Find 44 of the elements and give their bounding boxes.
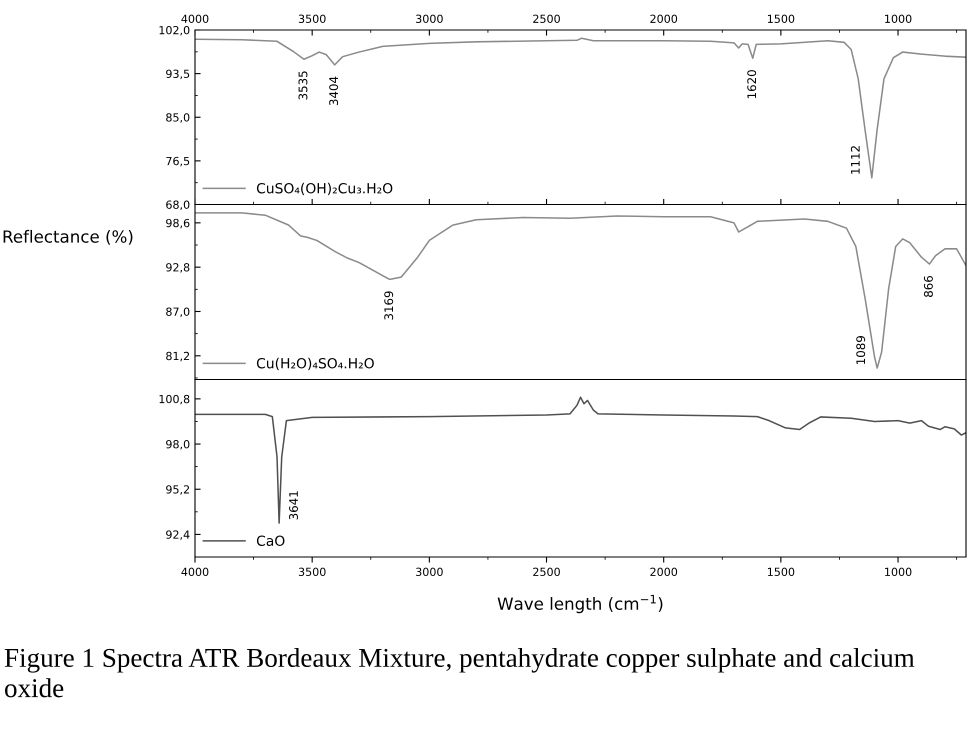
legend-label: CuSO₄(OH)₂Cu₃.H₂O (256, 182, 392, 196)
annotation: 3169 (384, 291, 394, 320)
y-tick-label: 81,2 (166, 352, 190, 362)
y-tick-label: 100,8 (160, 394, 190, 404)
annotation: 1620 (747, 70, 756, 98)
annotation: 3535 (298, 71, 308, 100)
x-tick-label: 4000 (181, 14, 208, 23)
annotation: 3641 (289, 491, 298, 520)
y-tick-label: 98,0 (166, 440, 190, 450)
x-tick-label: 1000 (885, 14, 912, 23)
y-tick-label: 98,6 (166, 218, 190, 228)
x-tick-label: 2500 (533, 14, 560, 23)
legend-label: Cu(H₂O)₄SO₄.H₂O (256, 358, 374, 370)
caption: Figure 1 Spectra ATR Bordeaux Mixture, pentahydrate copper sulphate and calcium oxide (4, 648, 914, 698)
y-tick-label: 95,2 (166, 485, 190, 495)
line-series (195, 37, 966, 179)
x-axis-title: Wave length (cm$^{−1}$) (498, 594, 662, 614)
y-tick-label: 85,0 (166, 113, 190, 123)
x-tick-label: 2000 (650, 568, 678, 576)
y-tick-label: 92,4 (166, 530, 190, 540)
y-tick-label: 87,0 (166, 307, 190, 317)
y-tick-label: 92,8 (166, 263, 190, 273)
x-tick-label: 2500 (533, 568, 560, 576)
x-tick-label: 3500 (298, 14, 326, 23)
annotation: 1089 (856, 336, 866, 364)
y-tick-label: 76,5 (166, 156, 190, 166)
annotation: 866 (924, 276, 933, 297)
legend-label: CaO (256, 535, 284, 546)
y-tick-label: 102,0 (160, 26, 190, 36)
x-tick-label: 2000 (650, 14, 678, 23)
y-tick-label: 68,0 (166, 200, 190, 210)
x-tick-label: 4000 (181, 568, 208, 576)
x-tick-label: 1000 (885, 568, 912, 576)
y-tick-label: 93,5 (166, 70, 190, 80)
line-series (195, 396, 966, 524)
x-tick-label: 1500 (768, 14, 794, 23)
y-axis-title: Reflectance (%) (4, 230, 132, 245)
annotation: 3404 (329, 76, 338, 106)
x-tick-label: 1500 (768, 568, 794, 576)
x-tick-label: 3000 (416, 568, 443, 576)
x-tick-label: 3000 (416, 14, 443, 23)
line-series (195, 212, 966, 369)
x-tick-label: 3500 (298, 568, 326, 576)
annotation: 1112 (850, 146, 860, 174)
